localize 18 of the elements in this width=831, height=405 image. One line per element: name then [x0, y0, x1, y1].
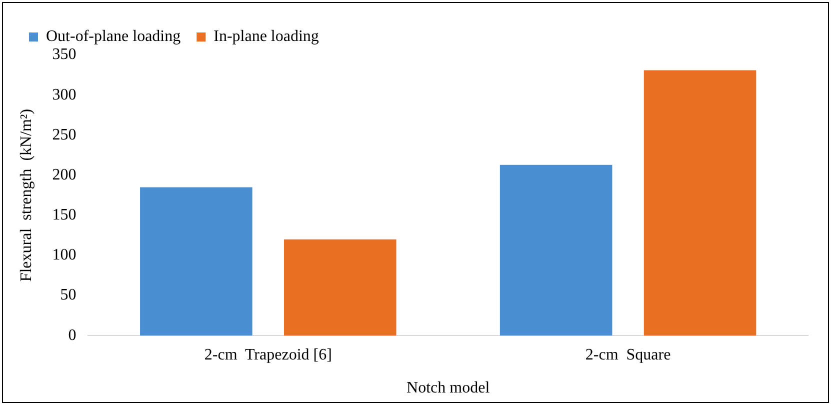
y-tick-label: 200	[52, 166, 76, 184]
y-tick-label: 250	[52, 126, 76, 144]
x-tick-label: 2-cm Trapezoid [6]	[204, 346, 332, 364]
bar	[284, 239, 396, 336]
y-axis-title: Flexural strength (kN/m²)	[18, 108, 35, 282]
x-axis-title: Notch model	[406, 380, 490, 397]
legend-label: In-plane loading	[214, 28, 319, 46]
bar	[644, 70, 756, 336]
y-tick-label: 350	[52, 46, 76, 64]
y-tick-label: 0	[68, 326, 76, 344]
legend-label: Out-of-plane loading	[46, 28, 181, 46]
y-tick-label: 150	[52, 206, 76, 224]
bar	[140, 187, 252, 336]
x-tick-label: 2-cm Square	[585, 346, 671, 364]
y-tick-label: 300	[52, 86, 76, 104]
y-tick-label: 100	[52, 246, 76, 264]
y-tick-label: 50	[60, 286, 76, 304]
bar	[500, 164, 612, 336]
